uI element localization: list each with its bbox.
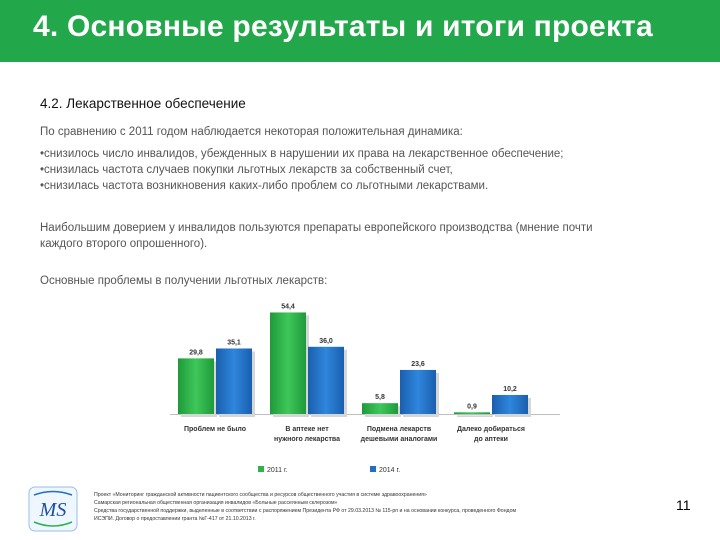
bar-shadow [457,415,493,417]
footer-line: ИСЭПИ. Договор о предоставлении гранта №… [94,516,256,522]
bar-2014 [492,394,528,414]
bullet-item: •снизилось число инвалидов, убежденных в… [40,148,564,160]
data-label: 29,8 [189,349,203,356]
trust-line: Наибольшим доверием у инвалидов пользуют… [40,222,593,234]
bullet-list: •снизилось число инвалидов, убежденных в… [40,146,690,194]
data-label: 10,2 [503,386,517,393]
footer-line: Проект «Мониторинг гражданской активност… [94,492,427,498]
legend-label: 2014 г. [379,467,400,474]
category-label: нужного лекарства [274,436,340,443]
data-label: 5,8 [375,394,385,401]
bar-2011 [270,312,306,414]
organization-logo: MS [28,486,78,532]
footer-text: Проект «Мониторинг гражданской активност… [94,491,654,523]
bar-2011 [362,403,398,414]
bar-2014 [400,369,436,414]
category-label: Проблем не было [184,425,246,433]
title-bar: 4. Основные результаты и итоги проекта [0,0,720,62]
legend-swatch [258,466,264,472]
data-label: 23,6 [411,361,425,368]
footer-line: Самарская региональная общественная орга… [94,500,338,506]
legend-swatch [370,466,376,472]
legend-label: 2011 г. [267,467,288,474]
data-label: 35,1 [227,339,241,346]
bullet-item: •снизилась частота случаев покупки льгот… [40,164,453,176]
trust-text: Наибольшим доверием у инвалидов пользуют… [40,220,690,252]
category-label: В аптеке нет [285,426,329,433]
page-number: 11 [676,497,691,513]
svg-text:MS: MS [39,499,67,521]
bar-2014 [216,348,252,414]
slide-title: 4. Основные результаты и итоги проекта [33,10,653,43]
section-heading: 4.2. Лекарственное обеспечение [40,96,246,111]
data-label: 0,9 [467,403,477,410]
bar-2011 [454,412,490,414]
trust-line: каждого второго опрошенного). [40,238,208,250]
bar-chart: 29,8 35,1 Проблем не было 54,4 36,0 В аптеке … [170,303,560,474]
bullet-item: •снизилась частота возникновения каких-л… [40,180,489,192]
data-label: 54,4 [281,303,295,310]
bar-2011 [178,358,214,414]
intro-text: По сравнению с 2011 годом наблюдается не… [40,126,463,138]
category-label: дешевыми аналогами [361,436,438,443]
category-label: Подмена лекарств [367,426,432,433]
data-label: 36,0 [319,338,333,345]
category-label: Далеко добираться [457,425,525,433]
footer-line: Средства государственной поддержки, выде… [94,508,517,514]
category-label: до аптеки [474,436,508,443]
problems-heading: Основные проблемы в получении льготных л… [40,275,328,287]
bar-2014 [308,346,344,414]
